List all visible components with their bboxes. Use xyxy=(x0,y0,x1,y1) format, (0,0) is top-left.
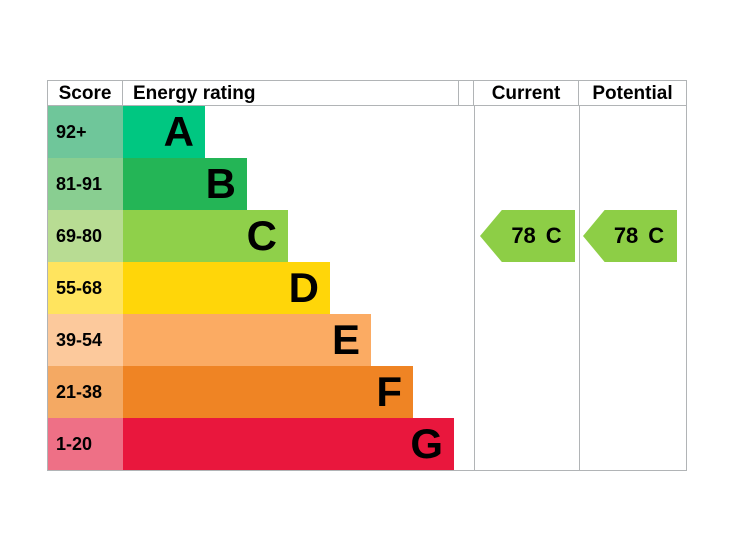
current-column-divider xyxy=(474,106,475,470)
header-row: Score Energy rating Current Potential xyxy=(48,81,686,106)
current-rating-arrow: 78 C xyxy=(480,210,575,262)
score-cell: 55-68 xyxy=(48,262,123,314)
score-cell: 39-54 xyxy=(48,314,123,366)
band-letter: A xyxy=(163,108,194,155)
band-letter: C xyxy=(246,212,277,259)
score-cell: 81-91 xyxy=(48,158,123,210)
band-row-a: 92+ A xyxy=(48,106,686,158)
current-column-header: Current xyxy=(474,81,579,105)
score-cell: 21-38 xyxy=(48,366,123,418)
band-row-c: 69-80 C xyxy=(48,210,686,262)
potential-rating-arrow: 78 C xyxy=(583,210,677,262)
score-cell: 69-80 xyxy=(48,210,123,262)
band-letter: B xyxy=(205,160,236,207)
band-row-g: 1-20 G xyxy=(48,418,686,470)
epc-rating-chart: Score Energy rating Current Potential 92… xyxy=(47,80,687,471)
band-letter: E xyxy=(331,316,360,363)
band-letter: F xyxy=(376,368,402,415)
band-row-b: 81-91 B xyxy=(48,158,686,210)
band-bar: A xyxy=(123,106,205,158)
chart-body: 92+ A 81-91 B 69-80 C 55-68 D 39-54 E 21… xyxy=(48,106,686,470)
band-bar: B xyxy=(123,158,247,210)
potential-column-divider xyxy=(579,106,580,470)
band-bar: D xyxy=(123,262,330,314)
band-row-d: 55-68 D xyxy=(48,262,686,314)
band-letter: D xyxy=(288,264,319,311)
band-row-f: 21-38 F xyxy=(48,366,686,418)
band-bar: E xyxy=(123,314,371,366)
band-bar: F xyxy=(123,366,413,418)
score-cell: 92+ xyxy=(48,106,123,158)
current-rating-band: C xyxy=(545,223,562,248)
band-row-e: 39-54 E xyxy=(48,314,686,366)
score-column-header: Score xyxy=(48,81,123,105)
energy-rating-column-header: Energy rating xyxy=(123,81,459,105)
score-cell: 1-20 xyxy=(48,418,123,470)
band-bar: G xyxy=(123,418,454,470)
band-bar: C xyxy=(123,210,288,262)
potential-rating-value: 78 xyxy=(613,223,639,248)
band-letter: G xyxy=(410,420,443,467)
current-rating-value: 78 xyxy=(511,223,536,248)
potential-column-header: Potential xyxy=(592,82,673,104)
header-spacer xyxy=(459,81,474,105)
potential-rating-band: C xyxy=(648,223,665,248)
